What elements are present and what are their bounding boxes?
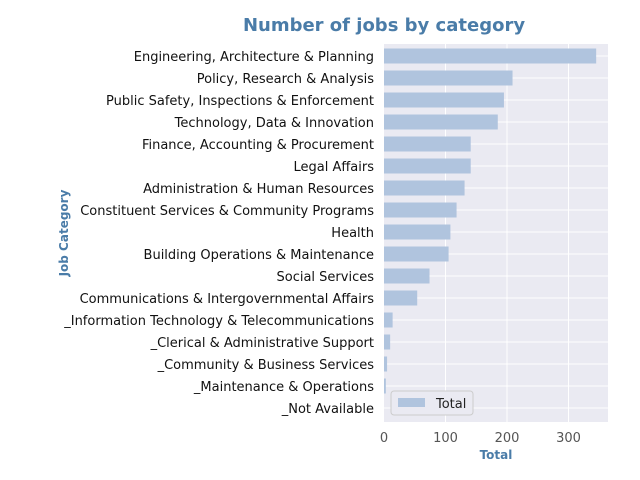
bar <box>384 48 597 64</box>
category-label: _Maintenance & Operations <box>193 380 374 395</box>
category-label: Finance, Accounting & Procurement <box>142 138 374 153</box>
bar <box>384 290 418 306</box>
bar <box>384 268 430 284</box>
category-label: Health <box>331 226 374 241</box>
x-tick-label: 100 <box>433 431 458 446</box>
bar <box>384 180 465 196</box>
category-label: _Community & Business Services <box>157 358 375 373</box>
legend-label: Total <box>435 397 466 412</box>
category-label: Policy, Research & Analysis <box>197 72 374 87</box>
bar <box>384 356 388 372</box>
x-tick-label: 200 <box>495 431 520 446</box>
category-label: Social Services <box>277 270 375 285</box>
bar <box>384 246 449 262</box>
category-label: _Not Available <box>281 402 374 417</box>
category-label: Technology, Data & Innovation <box>174 116 374 131</box>
category-label: Communications & Intergovernmental Affai… <box>80 292 375 307</box>
bar <box>384 224 451 240</box>
category-label: Legal Affairs <box>293 160 374 175</box>
bar <box>384 334 391 350</box>
bar <box>384 312 393 328</box>
y-axis-title: Job Category <box>57 189 71 277</box>
category-label: Administration & Human Resources <box>143 182 374 197</box>
bar <box>384 158 471 174</box>
x-axis-title: Total <box>480 448 513 462</box>
category-label: Public Safety, Inspections & Enforcement <box>106 94 374 109</box>
bar <box>384 114 498 130</box>
legend-swatch <box>398 398 425 407</box>
x-tick-label: 0 <box>380 431 388 446</box>
legend: Total <box>390 390 474 416</box>
bar <box>384 92 504 108</box>
bars <box>384 48 597 394</box>
bar <box>384 136 471 152</box>
category-labels: Engineering, Architecture & Planning Poli… <box>63 50 374 417</box>
category-label: Building Operations & Maintenance <box>144 248 374 263</box>
x-tick-labels: 0 100 200 300 <box>380 431 581 446</box>
category-label: _Information Technology & Telecommunicat… <box>63 314 374 329</box>
x-tick-label: 300 <box>556 431 581 446</box>
category-label: _Clerical & Administrative Support <box>150 336 374 351</box>
legend-box <box>390 390 474 416</box>
bar <box>384 70 513 86</box>
category-label: Constituent Services & Community Program… <box>80 204 374 219</box>
bar <box>384 202 457 218</box>
category-label: Engineering, Architecture & Planning <box>134 50 374 65</box>
chart-title: Number of jobs by category <box>243 15 525 36</box>
bar <box>384 378 386 394</box>
